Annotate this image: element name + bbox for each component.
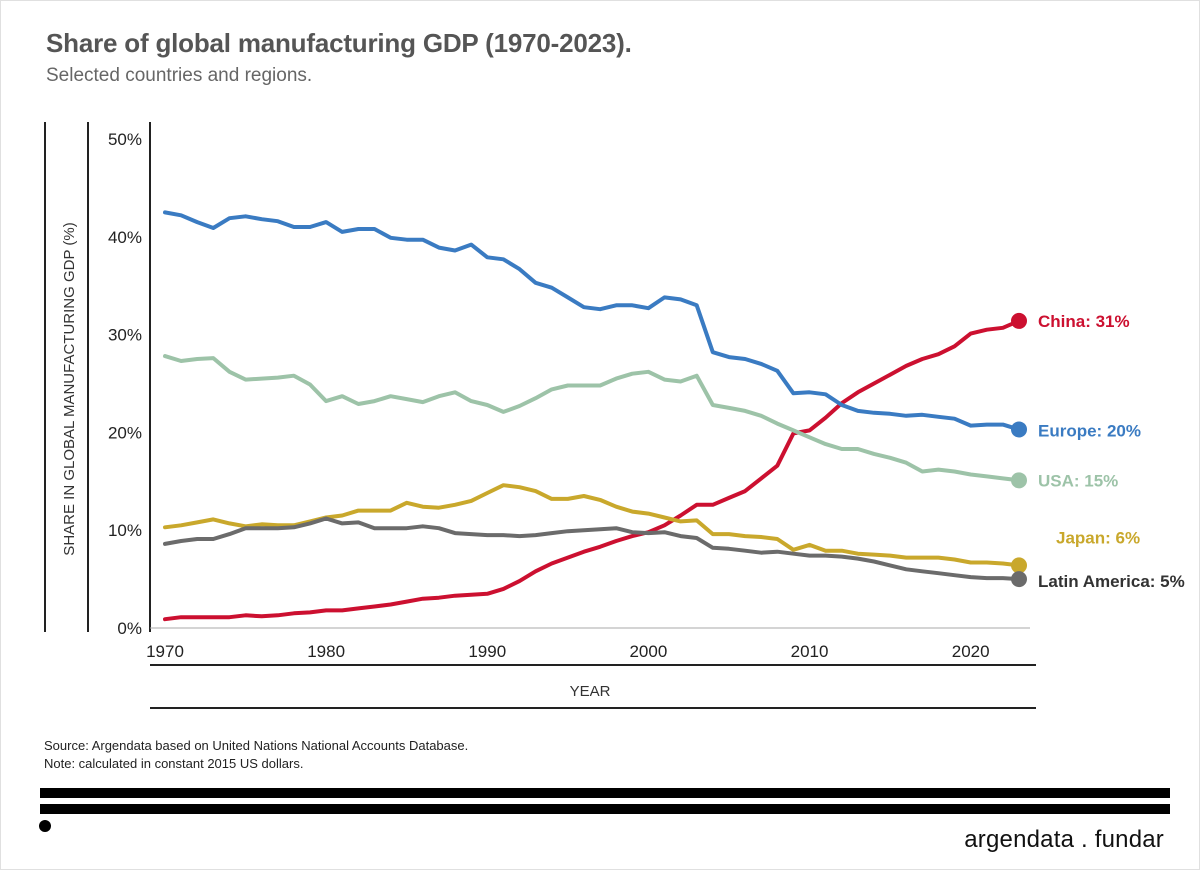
y-tick-label: 0% <box>117 619 142 638</box>
japan-endpoint <box>1011 557 1027 574</box>
y-ticks: 0% 10% 20% 30% 40% 50% <box>108 130 142 638</box>
x-tick-label: 2000 <box>629 642 667 661</box>
japan-label: Japan: 6% <box>1056 528 1140 547</box>
method-note: Note: calculated in constant 2015 US dol… <box>44 756 304 771</box>
latin-america-line <box>163 516 1021 582</box>
series-lines <box>163 210 1021 622</box>
footer-bar-top <box>40 788 1170 798</box>
footer-dot <box>39 820 51 832</box>
y-axis-title: SHARE IN GLOBAL MANUFACTURING GDP (%) <box>61 222 78 555</box>
footer-bar-bottom <box>40 804 1170 814</box>
usa-label: USA: 15% <box>1038 471 1118 490</box>
latin-america-label: Latin America: 5% <box>1038 572 1185 591</box>
japan-line <box>163 483 1021 568</box>
europe-endpoint <box>1011 421 1027 438</box>
usa-line <box>163 354 1021 483</box>
x-tick-label: 1970 <box>146 642 184 661</box>
china-line <box>163 318 1021 622</box>
y-tick-label: 40% <box>108 228 142 247</box>
europe-label: Europe: 20% <box>1038 421 1141 440</box>
europe-line <box>163 210 1021 432</box>
x-tick-label: 1980 <box>307 642 345 661</box>
y-tick-label: 30% <box>108 326 142 345</box>
x-axis-title: YEAR <box>570 683 611 700</box>
brand-logo: argendata . fundar <box>964 826 1164 853</box>
x-tick-label: 1990 <box>468 642 506 661</box>
latin-america-endpoint <box>1011 571 1027 588</box>
x-ticks: 1970 1980 1990 2000 2010 2020 <box>146 642 989 661</box>
line-chart: SHARE IN GLOBAL MANUFACTURING GDP (%) YE… <box>44 122 1185 709</box>
x-tick-label: 2010 <box>791 642 829 661</box>
x-tick-label: 2020 <box>952 642 990 661</box>
y-tick-label: 10% <box>108 521 142 540</box>
y-tick-label: 50% <box>108 130 142 149</box>
usa-endpoint <box>1011 472 1027 489</box>
y-tick-label: 20% <box>108 423 142 442</box>
chart-subtitle: Selected countries and regions. <box>46 65 313 86</box>
series-endpoints: China: 31% Europe: 20% USA: 15% Japan: 6% La… <box>1011 312 1185 591</box>
china-endpoint <box>1011 312 1027 329</box>
china-label: China: 31% <box>1038 312 1130 331</box>
source-note: Source: Argendata based on United Nation… <box>44 738 469 753</box>
chart-title: Share of global manufacturing GDP (1970-… <box>46 28 632 58</box>
